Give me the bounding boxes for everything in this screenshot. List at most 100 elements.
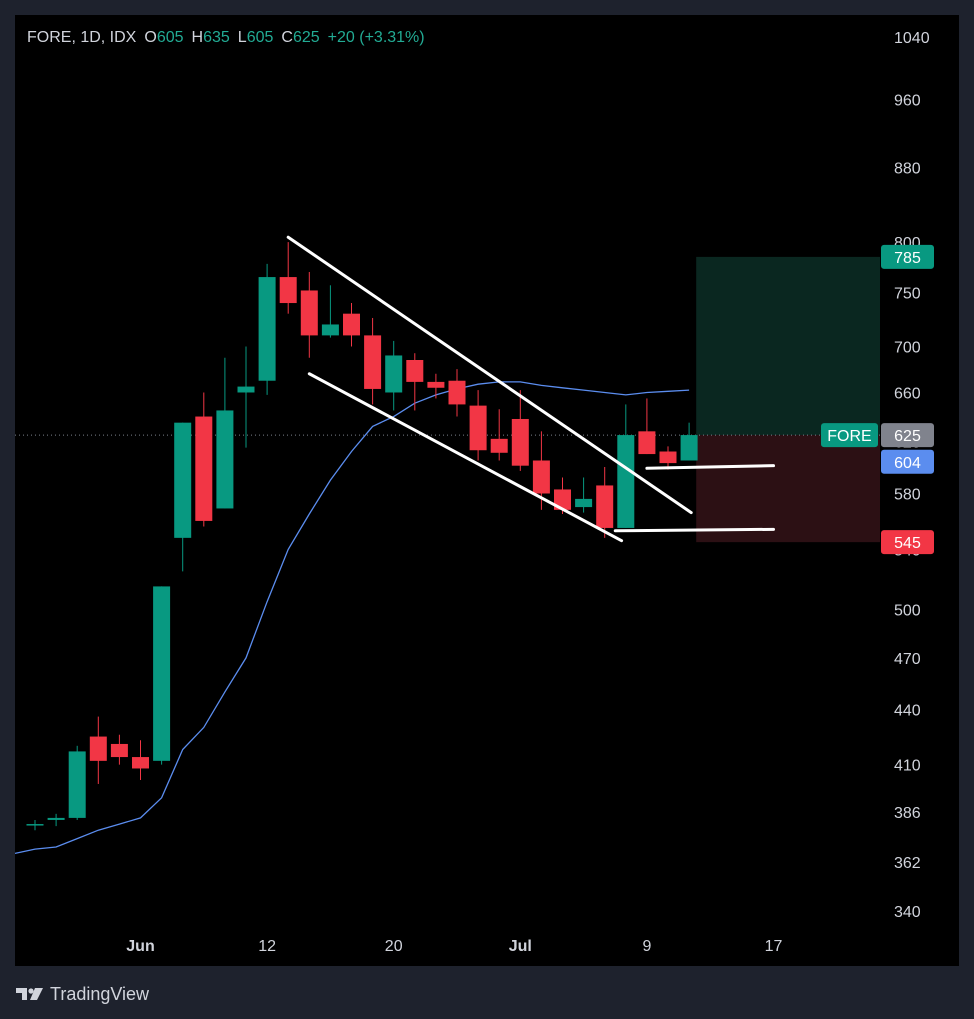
candle <box>364 317 382 405</box>
candle <box>321 285 339 338</box>
legend-high-value: 635 <box>203 29 230 46</box>
candle-body <box>47 817 65 820</box>
current-price-label-box <box>881 423 934 448</box>
tradingview-brand-text: TradingView <box>50 983 150 1004</box>
candle-body <box>110 743 128 758</box>
y-axis-tick: 660 <box>894 385 921 402</box>
ticker-price-label-text: FORE <box>827 428 871 445</box>
y-axis-tick: 750 <box>894 286 921 303</box>
x-axis-tick: Jul <box>509 938 532 955</box>
y-axis-tick: 960 <box>894 93 921 110</box>
candle-body <box>554 489 571 510</box>
stop-price-label-box <box>881 530 934 555</box>
trend-line <box>307 372 624 543</box>
candle <box>448 369 466 417</box>
candle-body <box>406 360 424 382</box>
candle-body <box>659 451 677 464</box>
candle-body <box>300 290 318 336</box>
candle-body <box>617 435 635 528</box>
legend-low-label: L <box>237 29 247 46</box>
y-axis-tick: 1040 <box>894 30 930 47</box>
current-price-label-text: 625 <box>894 428 921 445</box>
trend-line <box>645 464 775 470</box>
candle-body <box>321 324 339 336</box>
legend-change: +20 (+3.31%) <box>327 29 425 46</box>
x-axis-tick: 17 <box>765 938 783 955</box>
chart-frame[interactable]: 1040960880800750700660620580540500470440… <box>15 15 959 966</box>
candle-body <box>532 460 550 494</box>
candle-body <box>279 277 297 304</box>
candle <box>47 813 65 827</box>
ma-price-label-box <box>881 449 934 474</box>
legend-low-value: 605 <box>246 29 274 46</box>
candle <box>385 340 403 411</box>
candle <box>406 353 424 411</box>
moving-average-line <box>15 381 690 855</box>
y-axis-tick: 580 <box>894 486 921 503</box>
candle <box>575 477 593 513</box>
y-axis-tick: 880 <box>894 161 921 178</box>
trend-line <box>286 235 693 515</box>
candle <box>174 422 192 572</box>
symbol-legend: FORE, 1D, IDX O605 H635 L605 C625 +20 (+3.31%… <box>27 29 425 47</box>
candle-body <box>216 410 234 509</box>
candle <box>680 422 698 461</box>
legend-close-value: 625 <box>292 29 320 46</box>
trend-line <box>613 527 775 533</box>
candle <box>511 390 529 471</box>
tradingview-logo-icon <box>16 988 43 1000</box>
candle <box>490 409 508 461</box>
candle-body <box>89 736 107 761</box>
candle <box>343 303 360 347</box>
candle-body <box>343 313 360 336</box>
candle-body <box>511 418 529 466</box>
y-axis-tick: 500 <box>894 603 921 620</box>
footer-branding[interactable]: TradingView <box>16 983 149 1005</box>
y-axis-tick: 340 <box>894 904 921 921</box>
candle <box>110 734 128 765</box>
candle-body <box>385 355 403 393</box>
candle <box>638 398 656 455</box>
ma-price-label-text: 604 <box>894 455 921 472</box>
candle <box>68 745 86 820</box>
candle-body <box>258 277 276 381</box>
legend-high-label: H <box>191 29 204 46</box>
target-zone <box>696 256 880 436</box>
candle-body <box>490 438 508 453</box>
candle <box>596 466 614 538</box>
target-price-label-text: 785 <box>894 250 921 267</box>
candle-body <box>427 381 445 388</box>
candle-body <box>26 824 44 826</box>
candle-body <box>448 380 466 405</box>
y-axis-tick: 362 <box>894 855 921 872</box>
stop-zone <box>696 435 880 543</box>
x-axis-tick: 9 <box>642 938 651 955</box>
candle <box>89 716 107 784</box>
y-axis-tick: 386 <box>894 805 921 822</box>
price-chart[interactable]: 1040960880800750700660620580540500470440… <box>15 15 959 966</box>
candle <box>153 586 171 765</box>
candle <box>26 819 44 831</box>
legend-open-label: O <box>144 29 157 46</box>
legend-close-label: C <box>281 29 293 46</box>
legend-symbol: FORE, 1D, IDX <box>27 29 137 46</box>
candle <box>216 357 234 509</box>
candle-body <box>469 405 487 451</box>
candle <box>258 263 276 395</box>
candle-body <box>575 498 593 508</box>
candle-body <box>680 435 698 461</box>
stop-price-label-text: 545 <box>894 535 921 552</box>
candle-body <box>153 586 171 761</box>
candle <box>132 740 149 781</box>
candle-body <box>132 757 149 769</box>
candle-body <box>364 335 382 389</box>
x-axis-tick: 12 <box>258 938 276 955</box>
candle-body <box>174 422 192 538</box>
candle <box>195 392 213 527</box>
candle <box>469 390 487 461</box>
y-axis-tick: 440 <box>894 702 921 719</box>
candle <box>279 242 297 314</box>
x-axis-tick: Jun <box>126 938 154 955</box>
y-axis-tick: 470 <box>894 651 921 668</box>
candle-body <box>638 431 656 455</box>
